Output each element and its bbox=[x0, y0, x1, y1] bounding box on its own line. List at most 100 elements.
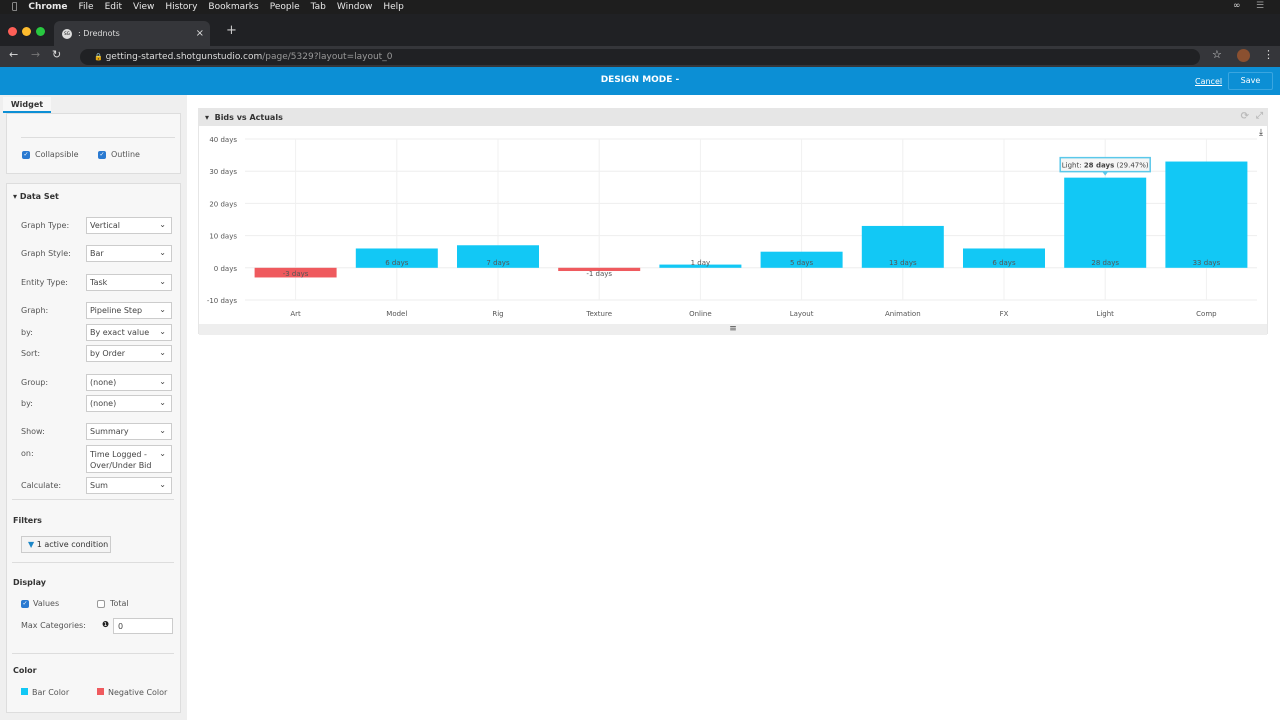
negative-color-swatch[interactable] bbox=[97, 688, 104, 695]
field-label: on: bbox=[21, 449, 34, 458]
total-checkbox[interactable] bbox=[97, 600, 105, 608]
bar[interactable] bbox=[1064, 177, 1147, 268]
y-tick-label: -10 days bbox=[207, 297, 238, 305]
bar[interactable] bbox=[963, 248, 1045, 268]
save-button[interactable]: Save bbox=[1228, 72, 1273, 90]
refresh-icon[interactable]: ⟳ bbox=[1240, 111, 1249, 122]
field-label: Show: bbox=[21, 427, 45, 436]
tooltip-part: (29.47%) bbox=[1116, 162, 1148, 170]
data-label: -3 days bbox=[283, 270, 309, 278]
chevron-down-icon: ⌄ bbox=[159, 480, 166, 489]
filters-title: Filters bbox=[13, 516, 42, 525]
field-select[interactable]: Vertical ⌄ bbox=[86, 217, 172, 234]
negative-color-label: Negative Color bbox=[108, 688, 168, 697]
field-value: Pipeline Step bbox=[90, 306, 143, 315]
values-label: Values bbox=[33, 599, 60, 608]
url-host: getting-started.shotgunstudio.com bbox=[105, 52, 263, 62]
bar[interactable] bbox=[558, 267, 641, 272]
close-window-icon[interactable] bbox=[8, 27, 17, 36]
field-select[interactable]: Sum ⌄ bbox=[86, 477, 172, 494]
menu-item[interactable]: View bbox=[127, 2, 154, 12]
total-label: Total bbox=[110, 599, 129, 608]
field-label: Graph Type: bbox=[21, 221, 70, 230]
filter-icon: ▼ bbox=[28, 540, 35, 549]
bar[interactable] bbox=[355, 248, 438, 268]
bar-color-swatch[interactable] bbox=[21, 688, 28, 695]
dataset-section-toggle[interactable]: ▾ Data Set bbox=[13, 192, 59, 201]
field-select[interactable]: Time Logged - Over/Under Bid ⌄ bbox=[86, 445, 172, 473]
field-value: Bar bbox=[90, 249, 104, 258]
bar[interactable] bbox=[760, 251, 843, 268]
active-conditions-button[interactable]: ▼ 1 active condition bbox=[21, 536, 111, 553]
field-value: Time Logged - Over/Under Bid bbox=[90, 450, 152, 470]
menu-item[interactable]: Window bbox=[331, 2, 373, 12]
list-icon[interactable]: ☰ bbox=[1256, 1, 1265, 11]
field-label: by: bbox=[21, 399, 33, 408]
menu-item[interactable]: File bbox=[73, 2, 94, 12]
x-tick-label: Comp bbox=[1196, 310, 1217, 318]
apple-icon[interactable]:  bbox=[12, 2, 17, 12]
outline-checkbox[interactable]: ✓ bbox=[98, 151, 106, 159]
max-categories-input[interactable]: 0 bbox=[113, 618, 173, 634]
menu-item[interactable]: Tab bbox=[305, 2, 326, 12]
field-select[interactable]: (none) ⌄ bbox=[86, 395, 172, 412]
field-label: Graph Style: bbox=[21, 249, 71, 258]
url-input[interactable]: 🔒 getting-started.shotgunstudio.com/page… bbox=[80, 49, 1200, 65]
menu-item[interactable]: History bbox=[159, 2, 197, 12]
reload-icon[interactable]: ↻ bbox=[52, 48, 62, 61]
y-tick-label: 10 days bbox=[209, 233, 237, 241]
x-tick-label: Model bbox=[386, 310, 407, 318]
back-icon[interactable]: ← bbox=[9, 48, 19, 61]
field-select[interactable]: by Order ⌄ bbox=[86, 345, 172, 362]
data-label: 7 days bbox=[486, 259, 510, 267]
field-select[interactable]: Task ⌄ bbox=[86, 274, 172, 291]
menu-item[interactable]: Edit bbox=[99, 2, 122, 12]
collapsible-checkbox[interactable]: ✓ bbox=[22, 151, 30, 159]
menu-item[interactable]: Bookmarks bbox=[203, 2, 258, 12]
mac-menubar:  Chrome File Edit View History Bookmark… bbox=[0, 0, 1280, 14]
field-select[interactable]: Summary ⌄ bbox=[86, 423, 172, 440]
menu-item[interactable]: People bbox=[264, 2, 300, 12]
field-value: by Order bbox=[90, 349, 126, 358]
bar[interactable] bbox=[1165, 161, 1248, 268]
field-value: Summary bbox=[90, 427, 129, 436]
field-select[interactable]: Bar ⌄ bbox=[86, 245, 172, 262]
close-tab-icon[interactable]: × bbox=[195, 28, 204, 39]
chevron-down-icon: ⌄ bbox=[159, 377, 166, 386]
values-checkbox[interactable]: ✓ bbox=[21, 600, 29, 608]
cancel-button[interactable]: Cancel bbox=[1195, 77, 1223, 86]
bar[interactable] bbox=[457, 245, 539, 268]
color-title: Color bbox=[13, 666, 37, 675]
bar[interactable] bbox=[659, 264, 742, 268]
chevron-down-icon: ⌄ bbox=[159, 277, 166, 286]
browser-tab[interactable]: SG : Drednots × bbox=[54, 21, 210, 46]
more-menu-icon[interactable]: ⋮ bbox=[1263, 48, 1274, 61]
resize-handle-icon[interactable]: ≡ bbox=[199, 324, 1267, 335]
download-icon[interactable]: ⤓ bbox=[1259, 128, 1263, 138]
bookmark-star-icon[interactable]: ☆ bbox=[1212, 48, 1222, 61]
forward-icon[interactable]: → bbox=[31, 48, 41, 61]
bar[interactable] bbox=[861, 225, 944, 268]
menu-item[interactable]: Help bbox=[377, 2, 404, 12]
field-select[interactable]: Pipeline Step ⌄ bbox=[86, 302, 172, 319]
maximize-window-icon[interactable] bbox=[36, 27, 45, 36]
field-value: Vertical bbox=[90, 221, 120, 230]
x-tick-label: Rig bbox=[492, 310, 503, 318]
field-select[interactable]: By exact value ⌄ bbox=[86, 324, 172, 341]
data-label: 6 days bbox=[992, 259, 1016, 267]
menu-chrome[interactable]: Chrome bbox=[23, 2, 67, 12]
collapsible-label: Collapsible bbox=[35, 150, 79, 159]
bar-chart: 40 days 30 days 20 days 10 days 0 days -10 da… bbox=[207, 136, 1257, 318]
control-center-icon[interactable]: ∞ bbox=[1233, 1, 1241, 11]
profile-avatar[interactable] bbox=[1237, 49, 1250, 62]
widget-header[interactable]: ▾ Bids vs Actuals ⟳ ⤢ bbox=[199, 109, 1267, 126]
tooltip-part: Light: bbox=[1062, 162, 1082, 170]
new-tab-icon[interactable]: + bbox=[226, 23, 237, 38]
bar[interactable] bbox=[254, 267, 337, 278]
info-icon[interactable]: ❶ bbox=[102, 620, 110, 629]
dataset-title: Data Set bbox=[19, 192, 59, 201]
minimize-window-icon[interactable] bbox=[22, 27, 31, 36]
field-select[interactable]: (none) ⌄ bbox=[86, 374, 172, 391]
tab-widget[interactable]: Widget bbox=[3, 97, 51, 113]
expand-icon[interactable]: ⤢ bbox=[1255, 111, 1263, 121]
